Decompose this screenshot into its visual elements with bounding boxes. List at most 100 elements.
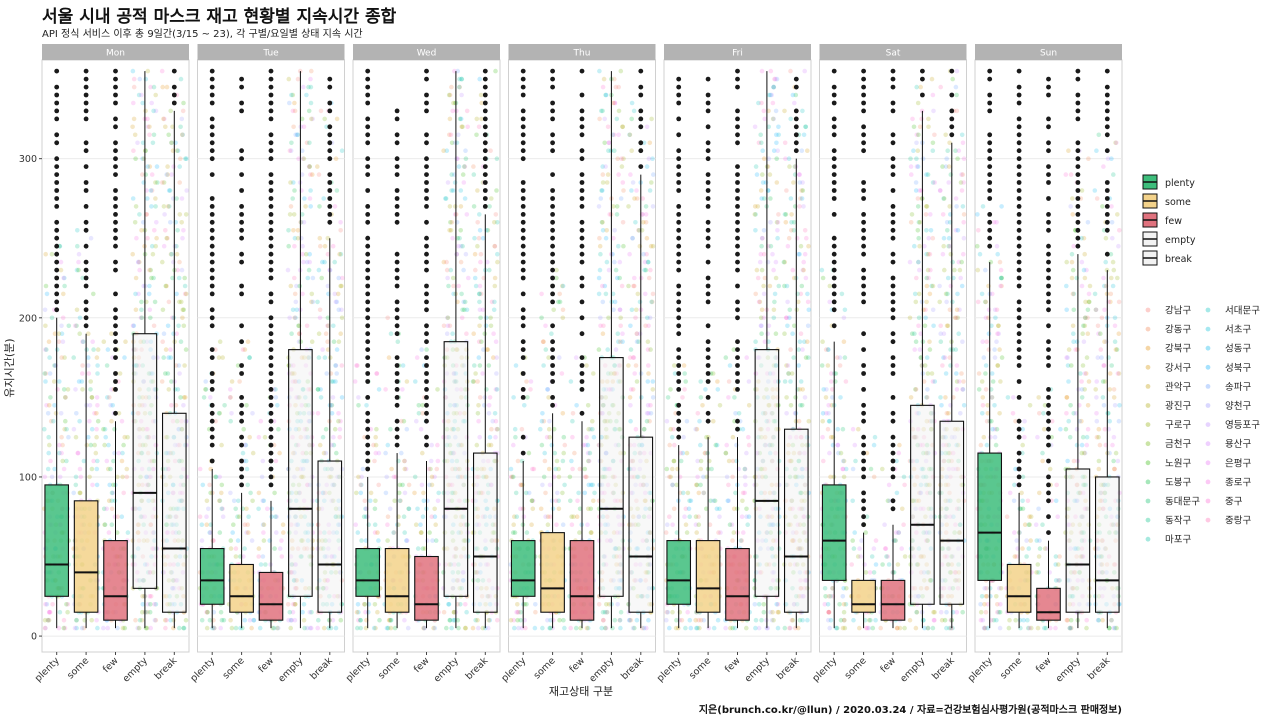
district-point: [448, 228, 454, 233]
outlier-point: [268, 402, 274, 408]
district-point: [292, 235, 298, 241]
district-point: [477, 395, 483, 400]
district-point: [788, 625, 793, 631]
outlier-point: [676, 315, 682, 321]
district-point: [773, 76, 778, 82]
district-point: [447, 92, 453, 98]
district-point: [331, 379, 336, 384]
district-point: [523, 625, 528, 631]
district-point: [670, 482, 675, 488]
outlier-point: [365, 371, 371, 376]
district-point: [629, 148, 634, 153]
district-point: [628, 347, 634, 352]
district-point: [454, 251, 460, 257]
district-point: [109, 522, 115, 527]
district-point: [472, 363, 477, 368]
district-point: [513, 434, 518, 440]
district-point: [775, 220, 781, 225]
district-point: [724, 442, 729, 448]
district-point: [338, 283, 343, 289]
outlier-point: [268, 450, 274, 456]
district-point: [169, 315, 175, 321]
outlier-point: [424, 267, 429, 273]
district-point: [687, 514, 692, 519]
outlier-point: [394, 442, 400, 448]
district-point: [400, 363, 406, 368]
district-point: [91, 458, 96, 464]
district-point: [169, 379, 174, 384]
district-point: [259, 474, 265, 480]
district-point: [106, 466, 111, 472]
district-point: [44, 403, 49, 408]
outlier-point: [209, 212, 215, 217]
district-point: [429, 482, 435, 488]
district-point: [530, 506, 536, 512]
district-point: [494, 387, 500, 392]
district-point: [131, 100, 136, 106]
district-point: [402, 530, 408, 535]
district-point: [80, 275, 85, 281]
district-point: [636, 228, 641, 233]
district-point: [664, 617, 669, 623]
district-point: [730, 474, 735, 480]
district-point: [618, 339, 623, 345]
district-point: [617, 617, 623, 623]
outlier-point: [550, 275, 555, 281]
district-point: [617, 617, 623, 623]
district-point: [732, 395, 737, 400]
district-point: [275, 403, 280, 408]
district-point: [428, 458, 434, 464]
box-tue-empty: [288, 71, 313, 629]
district-point: [339, 363, 345, 368]
district-point: [701, 490, 707, 496]
district-point: [42, 625, 48, 631]
district-point: [685, 609, 690, 615]
outlier-point: [54, 92, 60, 98]
outlier-point: [113, 371, 118, 376]
district-point: [413, 379, 418, 384]
outlier-point: [239, 474, 245, 480]
district-point: [718, 530, 723, 535]
district-point: [334, 188, 340, 193]
district-point: [773, 259, 779, 265]
facet-strip-label: Fri: [732, 49, 743, 59]
district-point: [760, 148, 765, 153]
district-point: [634, 617, 640, 623]
district-point: [775, 148, 780, 153]
district-point: [216, 355, 222, 360]
district-point: [637, 243, 643, 249]
outlier-point: [394, 331, 400, 337]
district-point: [460, 172, 466, 177]
outlier-point: [365, 100, 371, 106]
district-point: [598, 251, 603, 257]
district-point: [387, 617, 393, 623]
district-point: [242, 347, 248, 352]
district-point: [121, 442, 126, 448]
district-point: [587, 450, 593, 456]
district-point: [572, 450, 577, 456]
outlier-point: [520, 275, 526, 281]
district-point: [730, 538, 735, 543]
district-point: [485, 228, 491, 233]
district-point: [470, 625, 476, 631]
box-thu-some: [540, 68, 565, 629]
district-point: [787, 164, 792, 169]
outlier-point: [394, 371, 400, 376]
outlier-point: [676, 402, 682, 408]
outlier-point: [365, 315, 371, 321]
x-tick-label: empty: [587, 655, 617, 685]
outlier-point: [550, 219, 555, 225]
district-point: [204, 514, 209, 519]
district-point: [610, 251, 615, 257]
outlier-point: [482, 84, 488, 90]
district-point: [333, 363, 339, 368]
district-point: [177, 180, 182, 185]
district-point: [744, 514, 749, 519]
district-point: [487, 204, 492, 209]
district-point: [788, 347, 793, 352]
district-point: [771, 116, 776, 122]
district-point: [301, 602, 307, 607]
district-point: [771, 148, 777, 153]
district-point: [246, 530, 251, 535]
district-point: [131, 116, 137, 122]
